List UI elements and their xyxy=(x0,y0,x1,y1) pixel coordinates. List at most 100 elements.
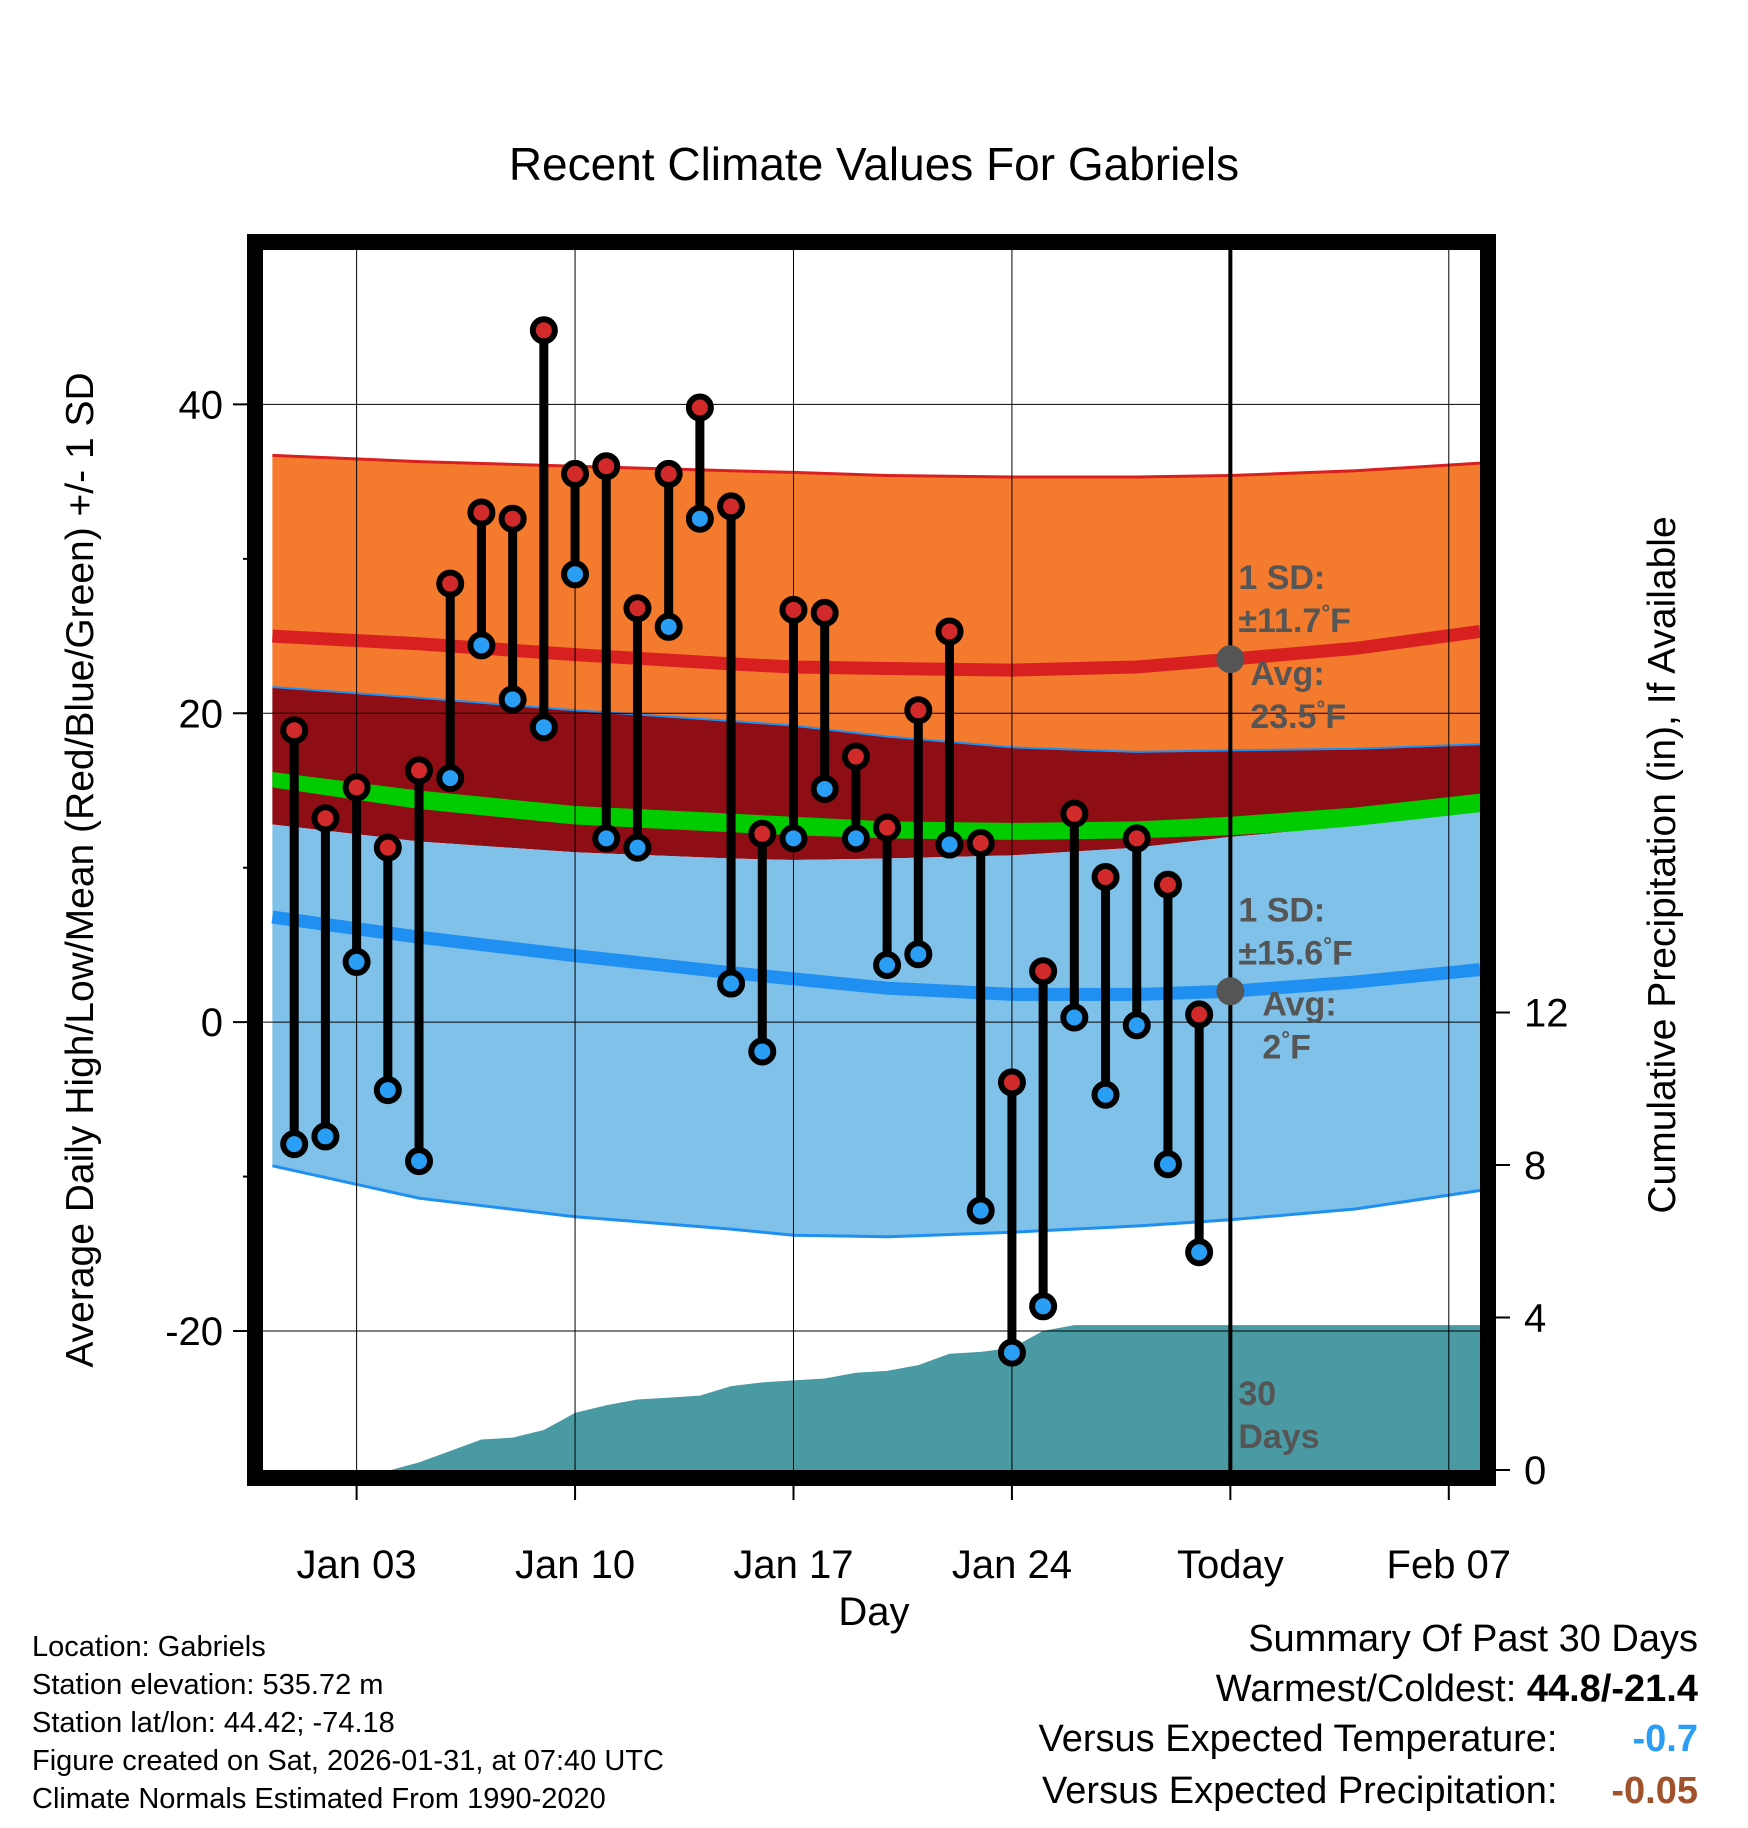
high-point xyxy=(467,498,496,527)
high-point xyxy=(748,819,777,848)
plot-frame xyxy=(247,234,1496,1486)
low-point xyxy=(966,1196,995,1225)
summary-temp-value: -0.7 xyxy=(1632,1718,1698,1760)
footer-elevation: Station elevation: 535.72 m xyxy=(32,1669,384,1701)
high-point xyxy=(1060,799,1089,828)
y2-tick-label: 12 xyxy=(1524,992,1569,1036)
high-point xyxy=(779,595,808,624)
chart-title: Recent Climate Values For Gabriels xyxy=(509,138,1239,190)
low-lower-line xyxy=(272,1164,1480,1239)
low-point xyxy=(935,830,964,859)
summary-warm-cold-label: Warmest/Coldest: xyxy=(1215,1668,1517,1710)
high-point xyxy=(342,773,371,802)
high-point xyxy=(561,459,590,488)
low-point xyxy=(373,1076,402,1105)
summary-precip-value: -0.05 xyxy=(1611,1770,1698,1812)
low-point xyxy=(685,504,714,533)
y-tick-label: 40 xyxy=(179,383,224,427)
low-point xyxy=(779,824,808,853)
x-tick-label: Feb 07 xyxy=(1387,1543,1512,1587)
high-point xyxy=(1122,824,1151,853)
summary-title: Summary Of Past 30 Days xyxy=(1248,1618,1698,1660)
high-point xyxy=(966,829,995,858)
high-point xyxy=(685,393,714,422)
high-point xyxy=(436,569,465,598)
low-point xyxy=(841,824,870,853)
high-average-marker xyxy=(1216,645,1245,674)
high-point xyxy=(311,804,340,833)
low-point xyxy=(623,833,652,862)
mean-normal-band xyxy=(272,771,1480,840)
low-point xyxy=(717,969,746,998)
low-point xyxy=(561,560,590,589)
high-point xyxy=(810,598,839,627)
high-point xyxy=(904,696,933,725)
low-point xyxy=(1060,1003,1089,1032)
today-days-word: Days xyxy=(1238,1418,1319,1456)
high-upper-line xyxy=(272,453,1480,479)
y-tick-label: 20 xyxy=(179,692,224,736)
summary-temp: Versus Expected Temperature: -0.7 xyxy=(1039,1718,1698,1761)
high-sd-value: ±11.7°F xyxy=(1238,600,1351,640)
high-avg-label: Avg: xyxy=(1250,655,1324,693)
y-axis-label: Average Daily High/Low/Mean (Red/Blue/Gr… xyxy=(59,372,102,1367)
footer-location: Location: Gabriels xyxy=(32,1631,266,1663)
high-point xyxy=(623,594,652,623)
high-point xyxy=(1029,957,1058,986)
footer-latlon: Station lat/lon: 44.42; -74.18 xyxy=(32,1707,395,1739)
y2-tick-label: 4 xyxy=(1524,1297,1546,1341)
high-point xyxy=(717,492,746,521)
low-point xyxy=(1122,1011,1151,1040)
low-avg-label: Avg: xyxy=(1262,985,1336,1023)
low-point xyxy=(280,1130,309,1159)
y-tick-label: -20 xyxy=(165,1310,223,1354)
low-point xyxy=(748,1037,777,1066)
summary-warm-cold: Warmest/Coldest: 44.8/-21.4 xyxy=(1216,1668,1698,1711)
low-point xyxy=(467,631,496,660)
high-point xyxy=(873,813,902,842)
summary-precip-label: Versus Expected Precipitation: xyxy=(1042,1770,1558,1812)
low-average-marker xyxy=(1216,977,1245,1006)
low-point xyxy=(654,612,683,641)
low-sd-value: ±15.6°F xyxy=(1238,932,1352,972)
summary-warm-cold-value: 44.8/-21.4 xyxy=(1526,1668,1698,1710)
high-point xyxy=(1153,870,1182,899)
low-point xyxy=(342,947,371,976)
low-point xyxy=(311,1122,340,1151)
summary-temp-label: Versus Expected Temperature: xyxy=(1038,1718,1558,1760)
low-point xyxy=(810,774,839,803)
high-point xyxy=(498,504,527,533)
high-avg-value: 23.5°F xyxy=(1250,696,1346,736)
low-point xyxy=(1029,1292,1058,1321)
low-point xyxy=(436,764,465,793)
x-tick-label: Today xyxy=(1177,1543,1284,1587)
high-point xyxy=(1185,1000,1214,1029)
low-point xyxy=(997,1338,1026,1367)
high-point xyxy=(373,833,402,862)
footer-created: Figure created on Sat, 2026-01-31, at 07… xyxy=(32,1745,664,1777)
high-sd-label: 1 SD: xyxy=(1238,559,1325,597)
high-point xyxy=(841,742,870,771)
high-point xyxy=(405,756,434,785)
y2-tick-label: 8 xyxy=(1524,1144,1546,1188)
low-sd-label: 1 SD: xyxy=(1238,891,1325,929)
high-point xyxy=(1091,862,1120,891)
low-point xyxy=(873,951,902,980)
low-point xyxy=(405,1147,434,1176)
low-point xyxy=(1185,1238,1214,1267)
low-avg-value: 2°F xyxy=(1262,1026,1311,1066)
low-point xyxy=(529,713,558,742)
high-point xyxy=(592,452,621,481)
summary-precip: Versus Expected Precipitation: -0.05 xyxy=(1042,1770,1698,1813)
low-average-line xyxy=(271,910,1480,1001)
x-tick-label: Jan 03 xyxy=(297,1543,417,1587)
x-tick-label: Jan 24 xyxy=(952,1543,1072,1587)
high-point xyxy=(654,459,683,488)
high-average-line xyxy=(272,624,1480,677)
high-point xyxy=(935,617,964,646)
low-point xyxy=(1091,1080,1120,1109)
plot-area xyxy=(263,250,1480,1470)
high-point xyxy=(529,316,558,345)
high-point xyxy=(280,716,309,745)
